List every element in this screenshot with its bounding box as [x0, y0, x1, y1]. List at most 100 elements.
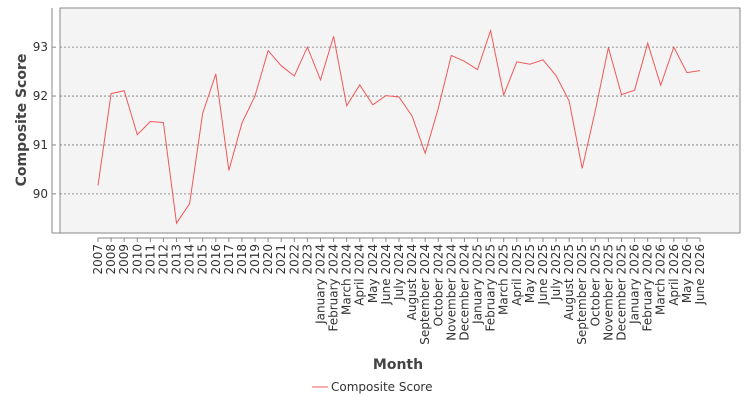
data-point: [463, 60, 465, 62]
x-tick-label-20: April 2024: [353, 244, 367, 306]
plot-area: [59, 7, 741, 234]
x-tick-label-18: February 2024: [327, 244, 341, 332]
data-point: [123, 89, 125, 91]
data-point: [633, 89, 635, 91]
legend-label-composite-score: Composite Score: [331, 380, 432, 394]
x-tick-label-35: July 2025: [549, 244, 563, 301]
data-point: [280, 65, 282, 67]
data-point: [267, 49, 269, 51]
data-point: [673, 46, 675, 48]
y-tick-label-90: 90: [33, 187, 48, 201]
y-tick-label-91: 91: [33, 138, 48, 152]
x-tick-label-37: September 2025: [575, 244, 589, 345]
data-point: [306, 46, 308, 48]
data-point: [385, 94, 387, 96]
data-point: [175, 222, 177, 224]
x-tick-label-0: 2007: [91, 244, 105, 275]
x-tick-label-41: January 2026: [628, 244, 642, 325]
x-tick-label-22: June 2024: [379, 244, 393, 306]
x-tick-label-31: March 2025: [497, 244, 511, 315]
data-point: [660, 84, 662, 86]
x-tick-label-13: 2020: [261, 244, 275, 275]
x-tick-label-34: June 2025: [536, 244, 550, 306]
x-axis-ticks: 2007 2008 2009 2010 2011 2012 2013 2014 2015 2016…: [91, 237, 707, 345]
y-tick-label-92: 92: [33, 89, 48, 103]
data-point: [646, 42, 648, 44]
x-tick-label-24: August 2024: [405, 244, 419, 320]
y-tick-label-93: 93: [33, 40, 48, 54]
data-point: [293, 75, 295, 77]
x-tick-label-27: November 2024: [444, 244, 458, 341]
x-tick-label-17: January 2024: [313, 244, 327, 325]
x-tick-label-44: April 2026: [667, 244, 681, 306]
x-tick-label-16: 2023: [300, 244, 314, 275]
x-tick-label-23: July 2024: [392, 244, 406, 301]
data-point: [215, 73, 217, 75]
data-point: [319, 79, 321, 81]
data-point: [450, 54, 452, 56]
data-point: [241, 122, 243, 124]
data-point: [607, 46, 609, 48]
data-point: [542, 59, 544, 61]
data-point: [398, 96, 400, 98]
data-point: [594, 110, 596, 112]
x-tick-label-12: 2019: [248, 244, 262, 275]
x-tick-label-32: April 2025: [510, 244, 524, 306]
x-axis-title: Month: [373, 357, 423, 373]
legend: Composite Score: [312, 380, 432, 394]
x-tick-label-15: 2022: [287, 244, 301, 275]
y-axis-title: Composite Score: [14, 54, 30, 187]
x-tick-label-25: September 2024: [418, 244, 432, 345]
x-tick-label-21: May 2024: [366, 244, 380, 303]
x-tick-label-36: August 2025: [562, 244, 576, 320]
data-point: [620, 93, 622, 95]
data-point: [345, 105, 347, 107]
data-point: [359, 84, 361, 86]
data-point: [502, 94, 504, 96]
x-tick-label-46: June 2026: [693, 244, 707, 306]
x-tick-label-33: May 2025: [523, 244, 537, 303]
data-point: [555, 74, 557, 76]
data-point: [149, 120, 151, 122]
x-tick-label-19: March 2024: [340, 244, 354, 315]
data-point: [686, 71, 688, 73]
data-point: [228, 169, 230, 171]
data-point: [529, 63, 531, 65]
data-point: [162, 121, 164, 123]
x-tick-label-8: 2015: [196, 244, 210, 275]
data-point: [110, 92, 112, 94]
data-point: [516, 61, 518, 63]
data-point: [97, 184, 99, 186]
x-tick-label-4: 2011: [143, 244, 157, 275]
y-axis-ticks: 90 91 92 93: [33, 40, 56, 201]
x-tick-label-9: 2016: [209, 244, 223, 275]
x-tick-label-45: May 2026: [680, 244, 694, 303]
x-tick-label-11: 2018: [235, 244, 249, 275]
x-tick-label-26: October 2024: [431, 244, 445, 326]
x-tick-label-2: 2009: [117, 244, 131, 275]
data-point: [699, 69, 701, 71]
x-tick-label-38: October 2025: [588, 244, 602, 326]
x-tick-label-3: 2010: [130, 244, 144, 275]
data-point: [254, 95, 256, 97]
data-point: [568, 100, 570, 102]
data-point: [372, 104, 374, 106]
x-tick-label-29: January 2025: [471, 244, 485, 325]
x-tick-label-39: November 2025: [601, 244, 615, 341]
x-tick-label-14: 2021: [274, 244, 288, 275]
data-point: [437, 107, 439, 109]
data-point: [581, 167, 583, 169]
x-tick-label-6: 2013: [170, 244, 184, 275]
data-point: [136, 133, 138, 135]
x-tick-label-30: February 2025: [484, 244, 498, 332]
data-point: [476, 68, 478, 70]
x-tick-label-43: March 2026: [654, 244, 668, 315]
series-group: [97, 28, 701, 225]
x-tick-label-28: December 2024: [457, 244, 471, 341]
data-point: [332, 35, 334, 37]
x-tick-label-42: February 2026: [641, 244, 655, 332]
data-point: [188, 202, 190, 204]
x-tick-label-1: 2008: [104, 244, 118, 275]
data-point: [411, 115, 413, 117]
